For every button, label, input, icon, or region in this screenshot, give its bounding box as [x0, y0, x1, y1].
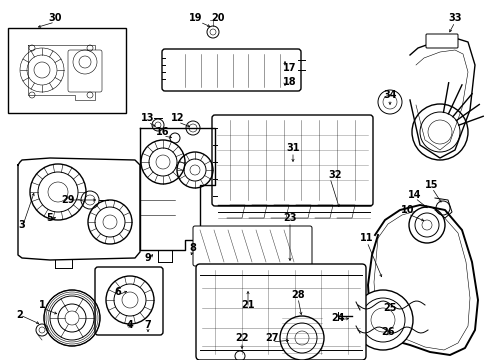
Circle shape	[352, 290, 412, 350]
FancyBboxPatch shape	[162, 49, 301, 91]
Text: 5: 5	[46, 213, 53, 223]
Text: 33: 33	[447, 13, 461, 23]
Bar	[8, 28, 126, 113]
Text: 27: 27	[264, 333, 278, 343]
Text: 18: 18	[283, 77, 296, 87]
Text: 29: 29	[61, 195, 75, 205]
Text: 4: 4	[126, 320, 133, 330]
Text: 2: 2	[17, 310, 23, 320]
Text: 7: 7	[144, 320, 151, 330]
Text: 9: 9	[144, 253, 151, 263]
Text: 16: 16	[156, 127, 169, 137]
Text: 14: 14	[407, 190, 421, 200]
Text: 34: 34	[383, 90, 396, 100]
Text: 12: 12	[171, 113, 184, 123]
Text: 10: 10	[401, 205, 414, 215]
FancyBboxPatch shape	[68, 50, 102, 92]
Text: 32: 32	[327, 170, 341, 180]
Text: 3: 3	[19, 220, 25, 230]
Text: 8: 8	[189, 243, 196, 253]
Circle shape	[106, 276, 154, 324]
Circle shape	[30, 164, 86, 220]
Text: 20: 20	[211, 13, 224, 23]
Text: 25: 25	[383, 303, 396, 313]
Text: 11: 11	[360, 233, 373, 243]
Text: 1: 1	[39, 300, 45, 310]
Text: 6: 6	[114, 287, 121, 297]
Text: 30: 30	[48, 13, 61, 23]
FancyBboxPatch shape	[425, 34, 457, 48]
Text: 15: 15	[425, 180, 438, 190]
FancyBboxPatch shape	[193, 226, 311, 266]
Text: 23: 23	[283, 213, 296, 223]
Text: 19: 19	[189, 13, 203, 23]
Polygon shape	[18, 158, 140, 260]
Text: 31: 31	[285, 143, 299, 153]
Text: 13: 13	[141, 113, 154, 123]
FancyBboxPatch shape	[196, 264, 365, 360]
FancyBboxPatch shape	[212, 115, 372, 206]
FancyBboxPatch shape	[95, 267, 163, 335]
Text: 26: 26	[381, 327, 394, 337]
Text: 22: 22	[235, 333, 248, 343]
Text: 17: 17	[283, 63, 296, 73]
Text: 21: 21	[241, 300, 254, 310]
Circle shape	[88, 200, 132, 244]
Text: 24: 24	[330, 313, 344, 323]
Circle shape	[280, 316, 324, 360]
Circle shape	[408, 207, 444, 243]
Text: 28: 28	[290, 290, 304, 300]
